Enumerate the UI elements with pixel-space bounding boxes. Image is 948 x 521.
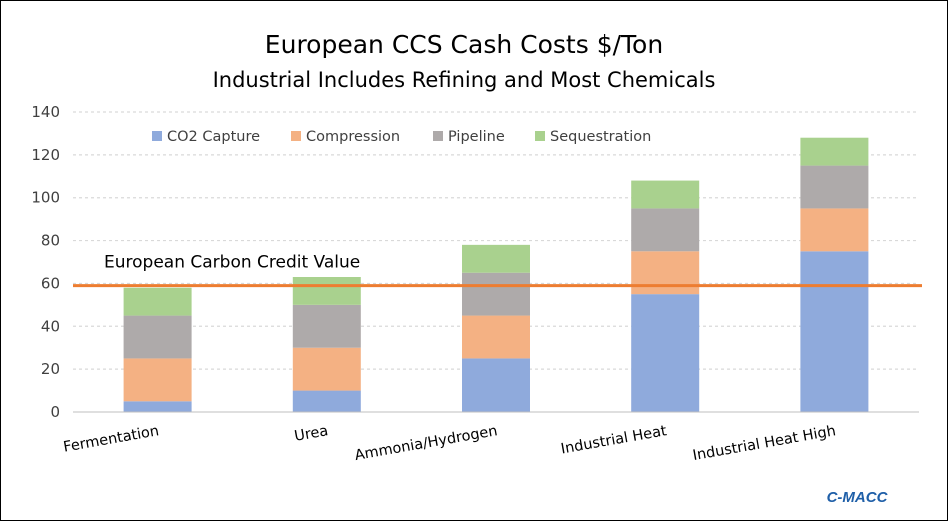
bar-pipeline-industrial-heat-high bbox=[800, 165, 869, 209]
chart-title: European CCS Cash Costs $/Ton bbox=[265, 30, 663, 59]
legend-label-co2-capture: CO2 Capture bbox=[167, 129, 260, 145]
bar-co2-capture-fermentation bbox=[123, 401, 192, 412]
legend-label-sequestration: Sequestration bbox=[550, 129, 651, 145]
bar-pipeline-urea bbox=[292, 304, 361, 348]
bar-compression-ammonia-hydrogen bbox=[462, 315, 530, 359]
bar-co2-capture-industrial-heat bbox=[631, 294, 700, 412]
x-tick-label: Industrial Heat bbox=[560, 423, 668, 457]
y-tick-label: 0 bbox=[50, 403, 60, 421]
x-tick-label: Urea bbox=[293, 423, 329, 445]
bar-sequestration-ammonia-hydrogen bbox=[462, 244, 530, 273]
legend-swatch-pipeline bbox=[433, 131, 443, 141]
bar-compression-industrial-heat bbox=[631, 251, 700, 295]
legend: CO2 Capture Compression Pipeline Sequestrat… bbox=[152, 129, 651, 145]
legend-swatch-compression bbox=[291, 131, 301, 141]
y-axis-ticks: 0 20 40 60 80 100 120 140 bbox=[31, 103, 60, 421]
y-tick-label: 140 bbox=[31, 103, 60, 121]
y-tick-label: 20 bbox=[41, 360, 60, 378]
x-tick-label: Industrial Heat High bbox=[692, 423, 838, 464]
y-tick-label: 120 bbox=[31, 146, 60, 164]
y-tick-label: 60 bbox=[41, 274, 60, 292]
bar-compression-urea bbox=[292, 347, 361, 391]
bar-co2-capture-industrial-heat-high bbox=[800, 251, 869, 412]
reference-line-group: European Carbon Credit Value bbox=[73, 253, 922, 288]
bar-compression-industrial-heat-high bbox=[800, 208, 869, 252]
bars bbox=[123, 137, 869, 412]
bar-co2-capture-urea bbox=[292, 390, 361, 412]
bar-sequestration-industrial-heat bbox=[631, 180, 700, 209]
legend-swatch-sequestration bbox=[535, 131, 545, 141]
bar-pipeline-fermentation bbox=[123, 315, 192, 359]
chart-subtitle: Industrial Includes Refining and Most Ch… bbox=[213, 68, 716, 92]
bar-pipeline-industrial-heat bbox=[631, 208, 700, 252]
x-tick-label: Fermentation bbox=[62, 423, 160, 456]
bar-sequestration-fermentation bbox=[123, 287, 192, 316]
source-label: C-MACC bbox=[827, 489, 889, 506]
legend-swatch-co2-capture bbox=[152, 131, 162, 141]
y-tick-label: 100 bbox=[31, 189, 60, 207]
x-axis-ticks: Fermentation Urea Ammonia/Hydrogen Industri… bbox=[62, 423, 837, 464]
x-tick-label: Ammonia/Hydrogen bbox=[354, 423, 499, 464]
y-tick-label: 80 bbox=[41, 232, 60, 250]
reference-line-label: European Carbon Credit Value bbox=[104, 253, 360, 273]
bar-sequestration-industrial-heat-high bbox=[800, 137, 869, 166]
legend-label-pipeline: Pipeline bbox=[448, 129, 505, 145]
legend-label-compression: Compression bbox=[306, 129, 400, 145]
bar-co2-capture-ammonia-hydrogen bbox=[462, 358, 530, 412]
y-tick-label: 40 bbox=[41, 317, 60, 335]
bar-compression-fermentation bbox=[123, 358, 192, 402]
bar-sequestration-urea bbox=[292, 277, 361, 305]
bar-pipeline-ammonia-hydrogen bbox=[462, 272, 530, 316]
